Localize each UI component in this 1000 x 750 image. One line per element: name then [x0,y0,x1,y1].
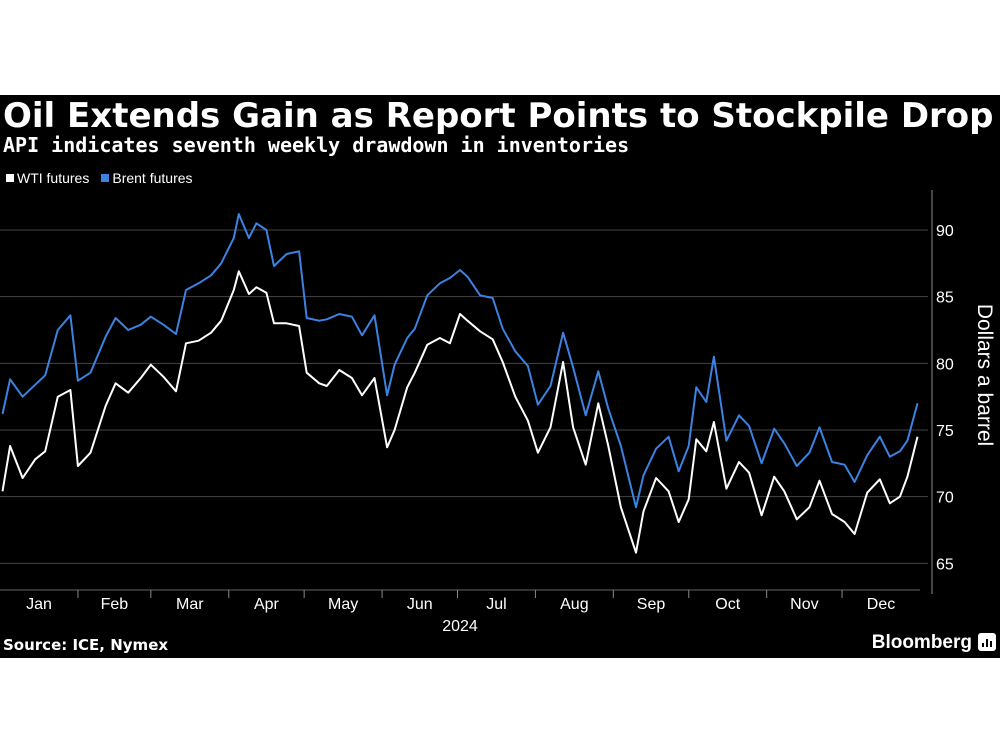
brand-logo: Bloomberg [871,632,972,653]
y-tick-label: 85 [936,290,954,307]
y-tick-label: 65 [936,556,954,573]
y-tick-label: 80 [936,356,954,373]
x-tick-label: Nov [790,596,818,613]
x-tick-label: Mar [176,596,204,613]
chart-panel [0,95,1000,658]
chart-subtitle: API indicates seventh weekly drawdown in… [3,133,630,157]
legend-label-wti: WTI futures [17,170,90,186]
x-tick-label: Jan [26,596,52,613]
x-tick-label: Sep [637,596,666,613]
x-tick-label: Jul [486,596,506,613]
x-tick-label: Feb [101,596,129,613]
legend-label-brent: Brent futures [112,170,193,186]
x-tick-label: Aug [560,596,588,613]
x-tick-label: Oct [715,596,740,613]
x-tick-label: May [328,596,358,613]
series-line-wti [1,270,919,554]
legend-swatch-wti [6,174,14,182]
source-note: Source: ICE, Nymex [3,636,169,654]
legend-item-brent: Brent futures [101,170,193,186]
chart-title: Oil Extends Gain as Report Points to Sto… [3,96,994,136]
y-tick-label: 90 [936,223,954,240]
y-axis-title: Dollars a barrel [973,304,996,446]
x-year-label: 2024 [442,618,478,635]
legend-swatch-brent [101,174,110,182]
legend-item-wti: WTI futures [6,170,89,186]
x-tick-label: Jun [407,596,433,613]
x-tick-label: Dec [867,596,895,613]
bloomberg-chart-icon [978,633,996,651]
series-line-brent [1,213,919,509]
y-tick-label: 70 [936,490,954,507]
x-tick-label: Apr [254,596,280,613]
y-tick-label: 75 [936,423,954,440]
line-chart: 65 70 75 80 85 90 Dollars a barrel Jan Feb Mar Apr… [0,190,996,635]
legend: WTI futures Brent futures [6,170,193,186]
